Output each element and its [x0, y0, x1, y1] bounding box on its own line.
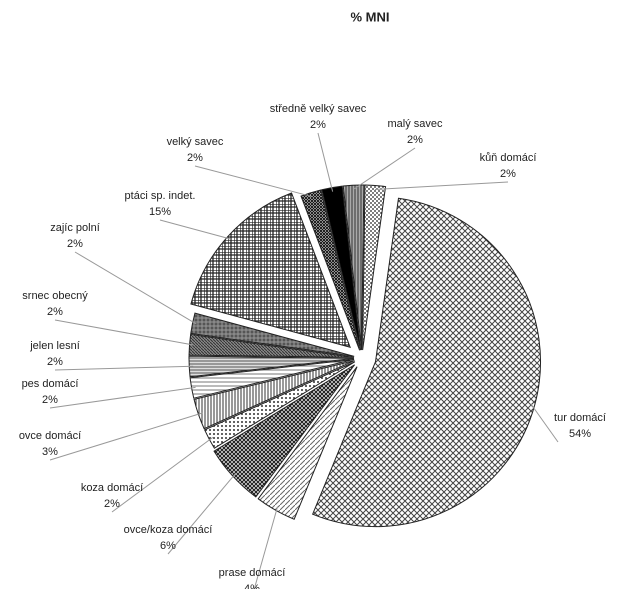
- slice-label: tur domácí: [554, 412, 606, 424]
- slice-value-label: 2%: [407, 134, 423, 146]
- slice-label: kůň domácí: [480, 152, 537, 164]
- slice-label: ovce/koza domácí: [124, 524, 213, 536]
- slice-value-label: 54%: [569, 428, 591, 440]
- slice-value-label: 2%: [104, 498, 120, 510]
- slice-value-label: 15%: [149, 206, 171, 218]
- slice-label: ptáci sp. indet.: [125, 190, 196, 202]
- leader-line: [353, 147, 416, 190]
- slice-label: srnec obecný: [22, 290, 88, 302]
- slice-label: malý savec: [387, 118, 443, 130]
- leader-line: [49, 386, 196, 409]
- chart-title: % MNI: [351, 9, 390, 24]
- slice-value-label: 2%: [500, 168, 516, 180]
- slice-value-label: 4%: [244, 583, 260, 589]
- pie-slice: [190, 192, 351, 348]
- slice-value-label: 6%: [160, 540, 176, 552]
- leader-line: [54, 319, 194, 346]
- slice-label: koza domácí: [81, 482, 143, 494]
- pie-slice: [257, 366, 358, 520]
- slice-label: zajíc polní: [50, 222, 100, 234]
- leader-line: [194, 165, 313, 198]
- slice-value-label: 2%: [47, 356, 63, 368]
- pie-slice: [190, 312, 355, 357]
- leader-line: [74, 251, 197, 325]
- pie-slice: [362, 184, 387, 351]
- leader-line: [530, 403, 559, 443]
- slice-label: jelen lesní: [29, 340, 80, 352]
- leader-line: [111, 436, 214, 513]
- leader-line: [159, 219, 232, 240]
- pie-slice: [204, 361, 356, 449]
- leader-line: [253, 506, 279, 589]
- slice-value-label: 2%: [47, 306, 63, 318]
- leader-line: [374, 181, 509, 190]
- pie-slice: [300, 189, 361, 351]
- pie-slice: [213, 364, 356, 498]
- leader-line: [167, 472, 237, 555]
- slice-value-label: 2%: [67, 238, 83, 250]
- slice-value-label: 2%: [310, 119, 326, 131]
- pie-slice: [311, 197, 541, 528]
- slice-value-label: 3%: [42, 446, 58, 458]
- pie-slice: [342, 184, 365, 351]
- leader-line: [317, 132, 334, 192]
- leader-line: [49, 412, 203, 461]
- slice-label: pes domácí: [22, 378, 79, 390]
- slice-value-label: 2%: [187, 152, 203, 164]
- slice-label: prase domácí: [219, 567, 286, 579]
- slice-label: ovce domácí: [19, 430, 81, 442]
- slice-label: středně velký savec: [270, 103, 367, 115]
- leader-line: [54, 365, 194, 371]
- slice-value-label: 2%: [42, 394, 58, 406]
- slice-label: velký savec: [167, 136, 224, 148]
